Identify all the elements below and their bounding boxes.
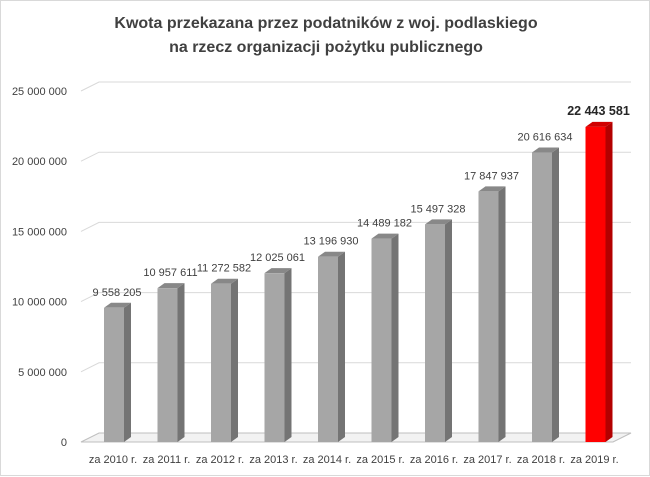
bar-highlight (585, 121, 613, 442)
gridline (80, 151, 631, 162)
x-tick-label: za 2017 r. (463, 454, 511, 466)
bar (318, 251, 345, 442)
data-label: 12 025 061 (250, 252, 305, 264)
labels-layer: 0 5 000 000 10 000 000 15 000 000 20 000 000… (12, 86, 630, 466)
gridline (80, 292, 631, 303)
bars-layer (104, 121, 613, 442)
bar-front (157, 288, 178, 442)
data-label: 14 489 182 (357, 218, 412, 230)
x-tick-label: za 2014 r. (303, 454, 351, 466)
bar-side (284, 268, 292, 442)
data-label: 15 497 328 (410, 203, 465, 215)
data-label: 9 558 205 (93, 287, 142, 299)
bar-top (585, 121, 613, 127)
x-tick-label: za 2019 r. (570, 454, 618, 466)
data-label: 13 196 930 (303, 236, 358, 248)
bar-front (425, 224, 445, 442)
x-tick-label: za 2010 r. (89, 454, 137, 466)
x-tick-label: za 2016 r. (410, 454, 458, 466)
bar-front (318, 256, 338, 442)
bar-front (371, 238, 392, 442)
gridline (80, 221, 631, 232)
y-tick-label: 20 000 000 (12, 156, 67, 168)
bar-front (532, 152, 552, 442)
x-tick-label: za 2011 r. (143, 454, 191, 466)
bar-side (445, 219, 452, 442)
bar-side (552, 147, 559, 442)
bar-side (498, 186, 506, 442)
x-tick-label: za 2015 r. (356, 454, 404, 466)
data-label: 20 616 634 (517, 132, 572, 144)
bar-front (478, 191, 499, 442)
bar-top (425, 219, 452, 225)
y-tick-label: 10 000 000 (12, 297, 67, 309)
bar (104, 302, 131, 442)
bar-top (264, 268, 292, 274)
bar-front (104, 307, 124, 442)
data-label: 17 847 937 (464, 170, 519, 182)
y-tick-label: 25 000 000 (12, 86, 67, 98)
x-tick-label: za 2013 r. (249, 454, 297, 466)
bar-side (391, 233, 399, 442)
data-label: 11 272 582 (197, 263, 251, 275)
gridline (80, 362, 631, 373)
x-tick-label: za 2012 r. (196, 454, 244, 466)
bar-front (211, 283, 231, 442)
bar-top (478, 186, 506, 192)
bar (425, 219, 452, 442)
data-label: 22 443 581 (567, 104, 630, 118)
bar (371, 233, 399, 442)
bar (532, 147, 559, 442)
bar-top (371, 233, 399, 239)
y-tick-label: 15 000 000 (12, 226, 67, 238)
bar-side (338, 251, 345, 442)
bar (478, 186, 506, 442)
data-label: 10 957 611 (143, 267, 197, 279)
bar (157, 283, 185, 442)
bar-side (124, 302, 131, 442)
bar-top (532, 147, 559, 153)
bar-top (211, 278, 238, 284)
bar-top (157, 283, 185, 289)
bar-side (605, 121, 613, 442)
bar-side (177, 283, 185, 442)
x-tick-label: za 2018 r. (517, 454, 565, 466)
bar-top (318, 251, 345, 257)
bar-side (231, 278, 238, 442)
chart-subtitle: na rzecz organizacji pożytku publicznego (169, 39, 483, 56)
gridline (80, 81, 631, 92)
chart-title: Kwota przekazana przez podatników z woj.… (114, 15, 537, 32)
bar-top (104, 302, 131, 308)
bar-front (264, 273, 285, 442)
bar (211, 278, 238, 442)
bar-front (585, 126, 606, 442)
bar (264, 268, 292, 442)
y-tick-label: 0 (61, 437, 67, 449)
y-tick-label: 5 000 000 (18, 367, 67, 379)
